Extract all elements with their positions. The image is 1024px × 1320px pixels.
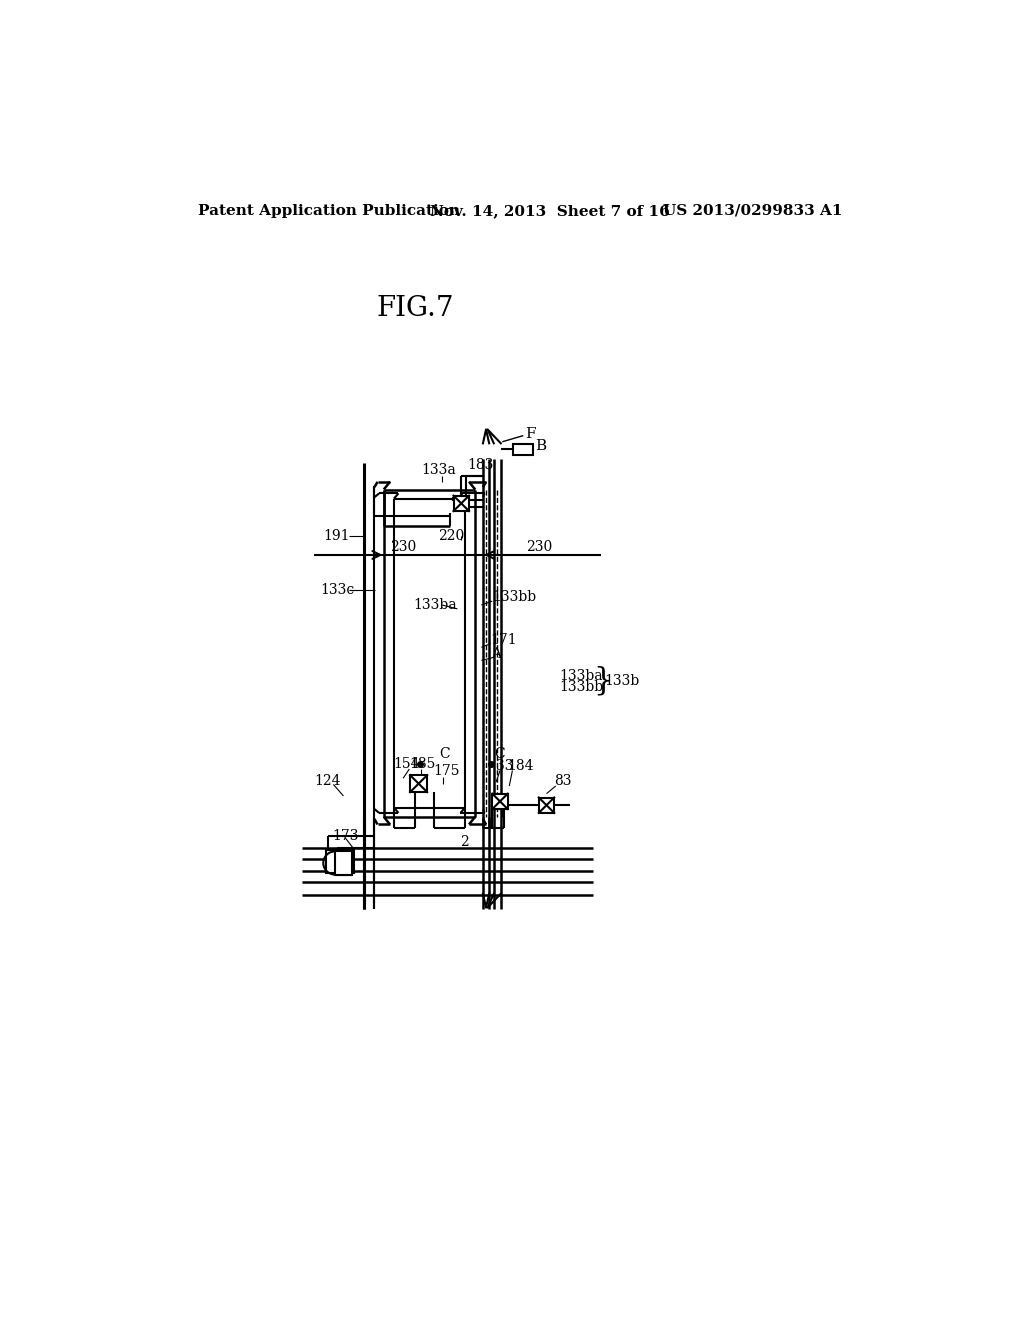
Bar: [513, 444, 532, 455]
Text: }: }: [593, 665, 612, 697]
Text: 83: 83: [554, 774, 571, 788]
Text: 171: 171: [490, 632, 517, 647]
Bar: [335, 851, 352, 875]
Text: 133ba: 133ba: [560, 669, 603, 682]
Text: B: B: [536, 440, 547, 453]
Text: 154: 154: [393, 756, 420, 771]
Text: 184: 184: [508, 759, 535, 774]
Text: 230: 230: [390, 540, 416, 554]
Text: 183: 183: [467, 458, 494, 471]
Text: 33: 33: [496, 759, 514, 774]
Text: US 2013/0299833 A1: US 2013/0299833 A1: [663, 203, 843, 218]
Text: Nov. 14, 2013  Sheet 7 of 16: Nov. 14, 2013 Sheet 7 of 16: [430, 203, 670, 218]
Text: Patent Application Publication: Patent Application Publication: [198, 203, 460, 218]
Bar: [410, 775, 427, 792]
Bar: [454, 496, 469, 511]
Bar: [326, 850, 353, 873]
Text: 133bb: 133bb: [560, 680, 604, 694]
Bar: [493, 793, 508, 809]
Text: 133c: 133c: [321, 582, 354, 597]
Text: 230: 230: [525, 540, 552, 554]
Text: 173: 173: [332, 829, 358, 843]
Text: 124: 124: [314, 774, 341, 788]
Text: 2: 2: [460, 836, 468, 849]
Text: 191: 191: [324, 529, 350, 543]
Text: 133bb: 133bb: [493, 590, 537, 605]
Text: 133b: 133b: [604, 675, 640, 688]
Text: 133ba: 133ba: [414, 598, 457, 612]
Bar: [539, 797, 554, 813]
Text: A: A: [490, 647, 501, 660]
Text: 220: 220: [438, 529, 464, 543]
Text: 175: 175: [433, 764, 460, 779]
Text: 133a: 133a: [421, 463, 456, 478]
Text: FIG.7: FIG.7: [376, 296, 454, 322]
Text: C: C: [495, 747, 505, 760]
Text: C: C: [439, 747, 450, 760]
Text: F: F: [524, 428, 536, 441]
Text: 185: 185: [410, 756, 435, 771]
